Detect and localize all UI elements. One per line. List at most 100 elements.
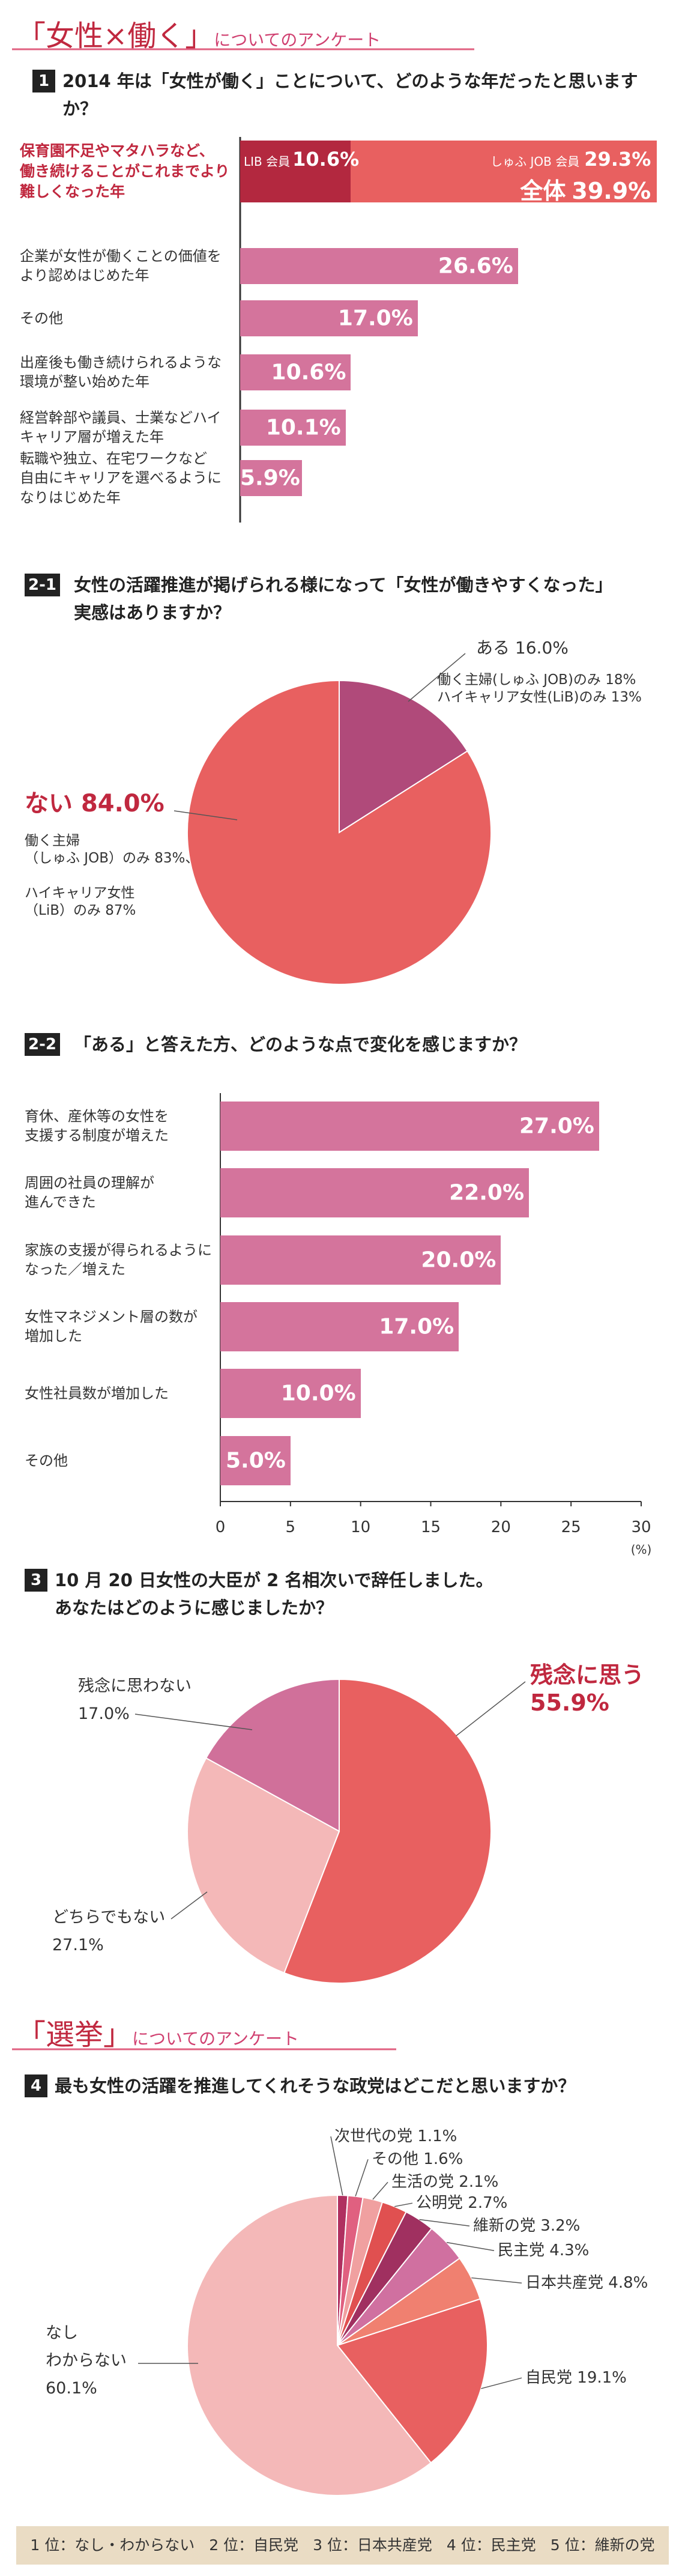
slice-note: 働く主婦 （しゅふ JOB）のみ 83%、 ハイキャリア女性 （LiB）のみ 8… (25, 833, 199, 918)
question-title: 10 月 20 日女性の大臣が 2 名相次いで辞任しました。 あなたはどのように… (55, 1570, 493, 1618)
heading-subtitle: についてのアンケート (132, 2029, 300, 2049)
x-tick-label: 0 (215, 1518, 226, 1536)
segment-name: しゅふ JOB 会員 (490, 154, 580, 169)
slice-label: なし わからない 60.1% (46, 2320, 127, 2402)
value-label: 26.6% (438, 253, 513, 279)
slice-name: 自民党 (525, 2369, 573, 2387)
question-title: 「ある」と答えた方、どのような点で変化を感じますか？ (74, 1034, 527, 1055)
leader-line (170, 1891, 208, 1920)
slice-name: 残念に思う (530, 1662, 645, 1688)
slice-name: どちらでもない (52, 1908, 166, 1927)
slice-name: 残念に思わない (78, 1677, 192, 1696)
bar (220, 1302, 459, 1351)
slice-value: 60.1% (46, 2379, 97, 2398)
slice-name: 公明党 (416, 2194, 463, 2212)
segment-name: LIB 会員 (244, 154, 291, 169)
category-label: 出産後も働き続けられるような 環境が整い始めた年 (20, 354, 222, 390)
slice-label: 残念に思う 55.9% (530, 1661, 644, 1717)
slice-label: ある 16.0% (476, 637, 569, 659)
slice-note: 働く主婦(しゅふ JOB)のみ 18% ハイキャリア女性(LiB)のみ 13% (437, 672, 642, 705)
bar (220, 1168, 530, 1217)
question-number: 2-2 (25, 1033, 60, 1056)
question-title: 2014 年は「女性が働く」ことについて、どのような年だったと思いますか？ (62, 71, 638, 119)
slice-name: その他 (372, 2150, 419, 2168)
question-title: 最も女性の活躍を推進してくれそうな政党はどこだと思いますか？ (55, 2076, 576, 2096)
leader-line (408, 653, 466, 702)
slice-name: 生活の党 (391, 2173, 454, 2191)
ranking-item: 5 位：維新の党 (550, 2536, 655, 2554)
pie-slice (186, 679, 492, 985)
category-label: 女性社員数が増加した (25, 1384, 169, 1402)
leader-line (174, 810, 238, 820)
slice-label: 日本共産党 4.8% (525, 2272, 648, 2294)
pie-slice (336, 2298, 488, 2464)
value-label: 10.0% (280, 1381, 356, 1406)
value-label: 20.0% (421, 1247, 496, 1273)
value-label: 10.1% (265, 415, 341, 440)
question-number: 3 (25, 1569, 47, 1592)
x-tick-label: 15 (420, 1518, 441, 1536)
ranking-item: 4 位：民主党 (446, 2536, 536, 2554)
bar-segment (351, 140, 657, 202)
total-label: 全体 39.9% (240, 172, 651, 205)
question-title: 女性の活躍推進が掲げられる様になって「女性が働きやすくなった」 実感はありますか… (74, 575, 613, 623)
leader-line (394, 2202, 413, 2207)
slice-label: ない 84.0% (25, 789, 164, 819)
slice-label: 生活の党 2.1% (391, 2171, 498, 2193)
section-heading: 「選挙」についてのアンケート (17, 2011, 299, 2053)
segment-label: LIB 会員 10.6% (244, 148, 359, 171)
leader-line (355, 2159, 369, 2197)
bar (240, 460, 302, 496)
ranking-footer: 1 位：なし・わからない 2 位：自民党 3 位：日本共産党 4 位：民主党 5 位：維… (16, 2526, 669, 2565)
category-label: その他 (20, 309, 63, 327)
segment-value: 29.3% (584, 147, 651, 171)
category-label: 育休、産休等の女性を 支援する制度が増えた (25, 1108, 169, 1144)
question-number: 2-1 (25, 574, 60, 596)
segment-value: 10.6% (292, 147, 360, 171)
slice-label: 維新の党 3.2% (473, 2215, 580, 2237)
x-tick-label: 5 (285, 1518, 296, 1536)
category-label: 保育園不足やマタハラなど、 働き続けることがこれまでより 難しくなった年 (20, 142, 230, 200)
slice-label: その他 1.6% (372, 2148, 463, 2170)
leader-line (446, 2241, 495, 2251)
leader-line (372, 2181, 388, 2200)
value-label: 10.6% (271, 360, 346, 385)
pie-slice (339, 679, 468, 834)
slice-value: 2.7% (468, 2194, 508, 2212)
category-label: 転職や独立、在宅ワークなど 自由にキャリアを選べるように なりはじめた年 (20, 450, 222, 506)
leader-line (481, 2377, 522, 2389)
slice-label: 次世代の党 1.1% (334, 2126, 457, 2147)
category-label: 家族の支援が得られるように なった／増えた (25, 1241, 212, 1278)
bar (220, 1235, 501, 1285)
leader-line (134, 1714, 253, 1730)
value-label: 5.0% (225, 1448, 286, 1473)
bar (240, 248, 518, 284)
bar (240, 300, 418, 336)
slice-name: 次世代の党 (334, 2127, 413, 2145)
leader-line (330, 2136, 343, 2196)
slice-label: 自民党 19.1% (525, 2367, 627, 2389)
heading-title: 「女性×働く」 (17, 19, 214, 53)
heading-subtitle: についてのアンケート (214, 30, 381, 50)
total-value: 39.9% (572, 178, 651, 204)
slice-name: なし わからない (46, 2324, 127, 2370)
category-label: 企業が女性が働くことの価値を より認めはじめた年 (20, 247, 222, 284)
slice-value: 4.3% (549, 2241, 590, 2259)
segment-label: しゅふ JOB 会員 29.3% (240, 148, 651, 171)
slice-value: 4.8% (608, 2274, 648, 2292)
leader-line (419, 2219, 470, 2226)
slice-value: 19.1% (577, 2369, 627, 2387)
ranking-item: 3 位：日本共産党 (313, 2536, 432, 2554)
axis-unit: (%) (630, 1542, 652, 1557)
total-name: 全体 (520, 178, 566, 204)
category-label: 女性マネジメント層の数が 増加した (25, 1308, 198, 1345)
slice-value: 16.0% (515, 638, 569, 658)
ranking-item: 1 位：なし・わからない (30, 2536, 195, 2554)
pie-slice (283, 1678, 492, 1984)
bar (220, 1369, 361, 1418)
leader-line (456, 1681, 526, 1736)
slice-value: 1.1% (417, 2127, 457, 2145)
slice-value: 2.1% (459, 2173, 499, 2191)
